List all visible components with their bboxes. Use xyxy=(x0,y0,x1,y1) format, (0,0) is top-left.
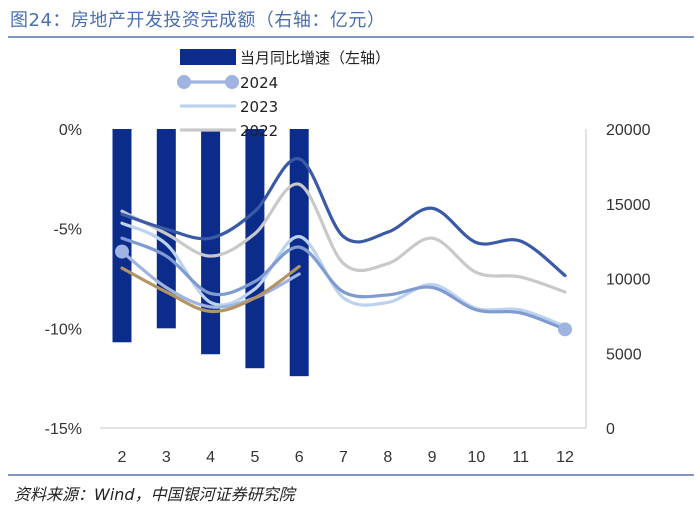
line-series-cum xyxy=(120,264,301,314)
line-series-y2021 xyxy=(120,236,567,331)
x-axis: 2 3 4 5 6 7 8 9 10 11 12 xyxy=(100,427,586,466)
right-tick-label: 5000 xyxy=(606,346,642,363)
x-tick-label: 6 xyxy=(295,449,304,466)
x-tick-label: 2 xyxy=(118,449,127,466)
left-tick-label: -10% xyxy=(45,321,82,338)
footer-rule xyxy=(8,474,694,476)
investment-chart: 0% -5% -10% -15% 20000 15000 10000 5000 0 2 3 4 5 6… xyxy=(45,49,651,466)
legend: 当月同比增速（左轴） 2024 2023 2022 xyxy=(177,49,390,140)
x-tick-label: 10 xyxy=(468,449,486,466)
legend-label: 2024 xyxy=(240,74,278,92)
left-axis: 0% -5% -10% -15% xyxy=(45,122,82,438)
source-note: 资料来源：Wind，中国银河证券研究院 xyxy=(14,485,295,504)
figure-title: 图24：房地产开发投资完成额（右轴：亿元） xyxy=(10,10,386,31)
title-rule xyxy=(8,36,694,38)
bars-layer xyxy=(112,129,309,377)
bar-yoy-month-5 xyxy=(245,129,265,369)
legend-label: 2023 xyxy=(240,98,278,116)
legend-label: 当月同比增速（左轴） xyxy=(240,49,390,67)
right-axis: 20000 15000 10000 5000 0 xyxy=(585,122,651,438)
marker-point-2023 xyxy=(558,322,572,337)
right-tick-label: 15000 xyxy=(606,197,651,214)
legend-marker-icon xyxy=(177,75,191,89)
line-series-2024 xyxy=(120,249,301,309)
x-tick-label: 12 xyxy=(556,449,574,466)
x-tick-label: 4 xyxy=(206,449,215,466)
legend-swatch-bar xyxy=(180,49,236,65)
left-tick-label: -5% xyxy=(54,222,82,239)
left-tick-label: -15% xyxy=(45,421,82,438)
legend-marker-icon xyxy=(225,75,239,89)
x-tick-label: 8 xyxy=(383,449,392,466)
x-tick-label: 11 xyxy=(512,449,529,466)
line-series-2022 xyxy=(120,182,567,294)
x-tick-label: 3 xyxy=(162,449,171,466)
bar-yoy-month-4 xyxy=(201,129,221,355)
right-tick-label: 10000 xyxy=(606,272,651,289)
x-tick-label: 7 xyxy=(339,449,348,466)
left-tick-label: 0% xyxy=(59,122,82,139)
right-tick-label: 20000 xyxy=(606,122,651,139)
bar-yoy-month-2 xyxy=(112,129,132,343)
lines-layer xyxy=(115,157,572,337)
line-series-y2020 xyxy=(120,157,567,278)
x-tick-label: 9 xyxy=(428,449,437,466)
marker-point-2024 xyxy=(115,244,129,259)
legend-label: 2022 xyxy=(240,122,278,140)
right-tick-label: 0 xyxy=(606,421,615,438)
x-tick-label: 5 xyxy=(250,449,259,466)
bar-yoy-month-6 xyxy=(289,129,309,377)
